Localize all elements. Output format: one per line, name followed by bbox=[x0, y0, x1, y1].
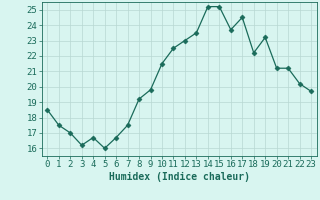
X-axis label: Humidex (Indice chaleur): Humidex (Indice chaleur) bbox=[109, 172, 250, 182]
